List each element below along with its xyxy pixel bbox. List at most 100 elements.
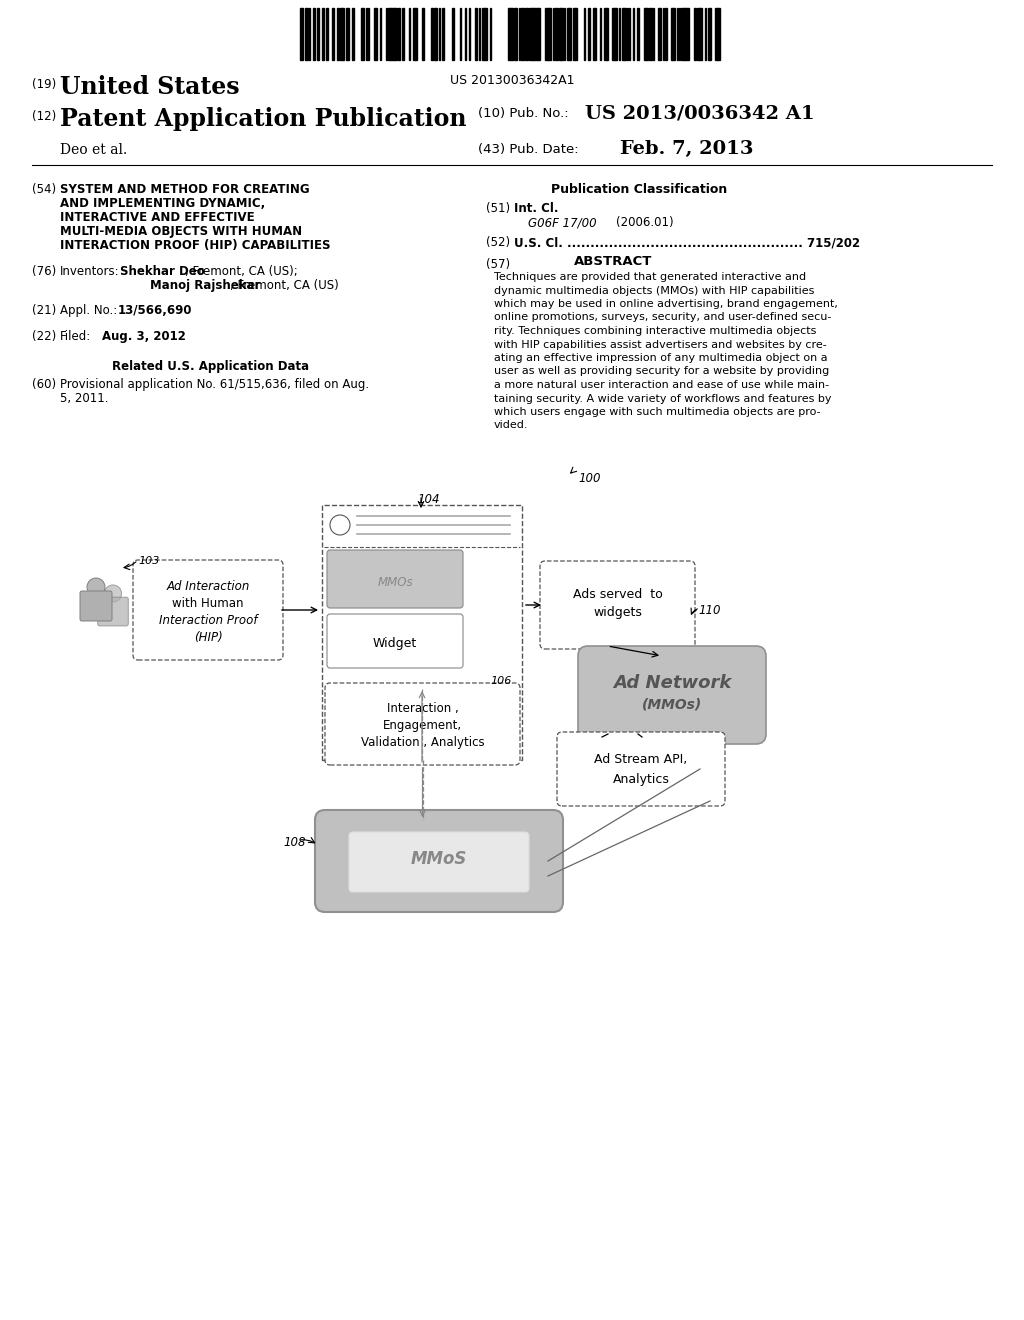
Bar: [715, 8, 718, 59]
FancyBboxPatch shape: [80, 591, 112, 620]
Bar: [509, 8, 511, 59]
Text: widgets: widgets: [593, 606, 642, 619]
Text: Int. Cl.: Int. Cl.: [514, 202, 558, 215]
Bar: [548, 8, 550, 59]
Text: MMoS: MMoS: [411, 850, 467, 869]
Text: (52): (52): [486, 236, 510, 249]
Text: Related U.S. Application Data: Related U.S. Application Data: [112, 360, 309, 374]
Text: Analytics: Analytics: [612, 774, 670, 785]
Bar: [347, 8, 349, 59]
Text: (57): (57): [486, 257, 510, 271]
Text: United States: United States: [60, 75, 240, 99]
Text: US 2013/0036342 A1: US 2013/0036342 A1: [585, 104, 815, 121]
Text: Engagement,: Engagement,: [383, 719, 462, 733]
Text: 108: 108: [283, 836, 305, 849]
Bar: [452, 8, 454, 59]
Bar: [604, 8, 607, 59]
Text: Ads served  to: Ads served to: [572, 587, 663, 601]
Text: which users engage with such multimedia objects are pro-: which users engage with such multimedia …: [494, 407, 820, 417]
Text: 5, 2011.: 5, 2011.: [60, 392, 109, 405]
FancyBboxPatch shape: [327, 614, 463, 668]
Text: Validation , Analytics: Validation , Analytics: [360, 737, 484, 748]
Text: (HIP): (HIP): [194, 631, 222, 644]
FancyBboxPatch shape: [578, 645, 766, 744]
Text: (10) Pub. No.:: (10) Pub. No.:: [478, 107, 568, 120]
Bar: [708, 8, 711, 59]
Bar: [442, 8, 444, 59]
Bar: [391, 8, 393, 59]
Text: 104: 104: [417, 492, 439, 506]
Text: vided.: vided.: [494, 421, 528, 430]
Bar: [525, 8, 528, 59]
Text: with Human: with Human: [172, 597, 244, 610]
FancyBboxPatch shape: [557, 733, 725, 807]
Bar: [588, 8, 590, 59]
Text: (76): (76): [32, 265, 56, 279]
Bar: [482, 8, 484, 59]
Text: user as well as providing security for a website by providing: user as well as providing security for a…: [494, 367, 829, 376]
Bar: [538, 8, 540, 59]
Text: INTERACTIVE AND EFFECTIVE: INTERACTIVE AND EFFECTIVE: [60, 211, 255, 224]
FancyBboxPatch shape: [133, 560, 283, 660]
Bar: [326, 8, 328, 59]
Text: 110: 110: [698, 605, 721, 616]
Bar: [700, 8, 702, 59]
Bar: [568, 8, 570, 59]
Bar: [672, 8, 674, 59]
FancyBboxPatch shape: [322, 506, 522, 760]
Text: Ad Network: Ad Network: [612, 675, 731, 692]
Bar: [681, 8, 683, 59]
Text: Inventors:: Inventors:: [60, 265, 120, 279]
Text: (60): (60): [32, 378, 56, 391]
Text: MMOs: MMOs: [377, 576, 413, 589]
Text: (12): (12): [32, 110, 56, 123]
Text: Techniques are provided that generated interactive and: Techniques are provided that generated i…: [494, 272, 806, 282]
Text: online promotions, surveys, security, and user-defined secu-: online promotions, surveys, security, an…: [494, 313, 831, 322]
Text: 100: 100: [578, 473, 600, 484]
Text: (21): (21): [32, 304, 56, 317]
Bar: [615, 8, 617, 59]
Bar: [388, 8, 390, 59]
Text: Interaction ,: Interaction ,: [387, 702, 459, 715]
Text: (2006.01): (2006.01): [616, 216, 674, 228]
Text: (43) Pub. Date:: (43) Pub. Date:: [478, 143, 579, 156]
FancyBboxPatch shape: [325, 682, 520, 766]
Bar: [313, 8, 315, 59]
Bar: [665, 8, 667, 59]
Bar: [686, 8, 688, 59]
Bar: [361, 8, 362, 59]
FancyBboxPatch shape: [349, 832, 529, 892]
Circle shape: [330, 515, 350, 535]
Bar: [575, 8, 577, 59]
Text: U.S. Cl. ................................................... 715/202: U.S. Cl. ...............................…: [514, 236, 860, 249]
Bar: [337, 8, 339, 59]
Bar: [402, 8, 404, 59]
Text: US 20130036342A1: US 20130036342A1: [450, 74, 574, 87]
Text: with HIP capabilities assist advertisers and websites by cre-: with HIP capabilities assist advertisers…: [494, 339, 826, 350]
Bar: [645, 8, 647, 59]
Bar: [342, 8, 344, 59]
Text: Filed:: Filed:: [60, 330, 91, 343]
Text: Deo et al.: Deo et al.: [60, 143, 127, 157]
Bar: [305, 8, 308, 59]
Bar: [395, 8, 397, 59]
Text: G06F 17/00: G06F 17/00: [528, 216, 597, 228]
Text: (22): (22): [32, 330, 56, 343]
Circle shape: [87, 578, 105, 597]
Bar: [514, 8, 516, 59]
Bar: [484, 8, 486, 59]
Text: 13/566,690: 13/566,690: [118, 304, 193, 317]
Bar: [658, 8, 662, 59]
Bar: [697, 8, 699, 59]
Circle shape: [104, 585, 122, 602]
Text: , Fremont, CA (US): , Fremont, CA (US): [230, 279, 339, 292]
Text: Appl. No.:: Appl. No.:: [60, 304, 118, 317]
Bar: [322, 8, 324, 59]
Text: ating an effective impression of any multimedia object on a: ating an effective impression of any mul…: [494, 352, 827, 363]
Text: SYSTEM AND METHOD FOR CREATING: SYSTEM AND METHOD FOR CREATING: [60, 183, 309, 195]
Bar: [650, 8, 652, 59]
Bar: [534, 8, 537, 59]
Bar: [522, 8, 524, 59]
Bar: [530, 8, 532, 59]
Text: AND IMPLEMENTING DYNAMIC,: AND IMPLEMENTING DYNAMIC,: [60, 197, 265, 210]
